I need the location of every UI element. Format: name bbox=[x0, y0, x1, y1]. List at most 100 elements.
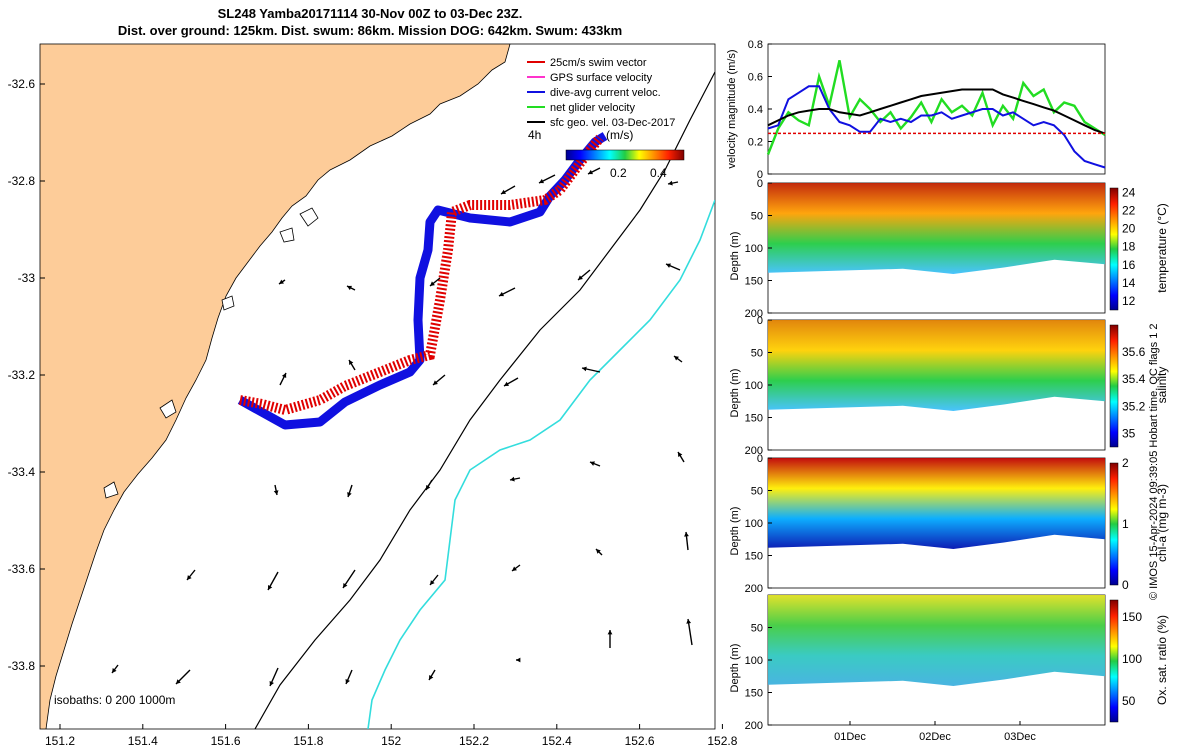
lon-tick-label: 151.2 bbox=[45, 734, 75, 748]
velocity-arrowhead bbox=[668, 180, 673, 186]
section-colorbar bbox=[1109, 324, 1119, 448]
velocity-ylabel: velocity magnitude (m/s) bbox=[726, 49, 738, 168]
velocity-arrowhead bbox=[512, 566, 517, 571]
section-ytick-label: 100 bbox=[745, 518, 763, 530]
legend-entry: GPS surface velocity bbox=[550, 72, 653, 84]
legend-entry: dive-avg current veloc. bbox=[550, 87, 661, 99]
glider-track-red bbox=[239, 134, 604, 416]
velocity-arrowhead bbox=[347, 285, 352, 291]
lon-tick-label: 152 bbox=[381, 734, 401, 748]
velocity-arrowhead bbox=[504, 381, 509, 386]
velocity-arrowhead bbox=[345, 679, 350, 684]
lat-tick-label: -33.6 bbox=[8, 562, 36, 576]
section-ctick-label: 35 bbox=[1122, 426, 1136, 440]
velocity-arrowhead bbox=[607, 630, 613, 635]
velocity-arrowhead bbox=[684, 532, 689, 537]
colorbar-prefix: 4h bbox=[528, 128, 541, 142]
section-ctick-label: 20 bbox=[1122, 222, 1136, 236]
section-data-field bbox=[768, 458, 1105, 549]
velocity-arrowhead bbox=[281, 373, 287, 378]
section-ctick-label: 12 bbox=[1122, 294, 1136, 308]
section-ytick-label: 100 bbox=[745, 655, 763, 667]
velocity-arrowhead bbox=[582, 366, 587, 372]
section-ytick-label: 200 bbox=[745, 583, 763, 595]
velocity-arrowhead bbox=[269, 681, 274, 686]
lat-tick-label: -33.2 bbox=[8, 368, 36, 382]
isobath-200m bbox=[254, 71, 715, 729]
legend-entry: 25cm/s swim vector bbox=[550, 57, 647, 69]
section-clabel: chl-a (mg m-3) bbox=[1155, 484, 1169, 562]
section-ytick-label: 50 bbox=[751, 623, 763, 635]
velocity-arrowhead bbox=[686, 619, 692, 624]
velocity-arrowhead bbox=[273, 490, 279, 495]
map-panel: 151.2 151.4 151.6 151.8 152 152.2 152.4 152.6 15… bbox=[8, 43, 738, 748]
section-clabel: Ox. sat. ratio (%) bbox=[1155, 615, 1169, 705]
section-ylabel: Depth (m) bbox=[729, 232, 741, 281]
section-ytick-label: 50 bbox=[751, 211, 763, 223]
velocity-ytick-label: 0 bbox=[757, 169, 763, 181]
lon-tick-label: 152.6 bbox=[625, 734, 655, 748]
velocity-ytick-label: 0.4 bbox=[748, 104, 763, 116]
velocity-series-line bbox=[767, 88, 1106, 135]
section-ctick-label: 1 bbox=[1122, 517, 1129, 531]
velocity-arrowhead bbox=[516, 657, 521, 663]
section-ylabel: Depth (m) bbox=[729, 369, 741, 418]
section-ytick-label: 100 bbox=[745, 243, 763, 255]
land-area bbox=[40, 44, 511, 729]
section-clabel: salinity bbox=[1155, 367, 1169, 404]
section-ctick-label: 100 bbox=[1122, 652, 1142, 666]
chart-title-line2: Dist. over ground: 125km. Dist. swum: 86… bbox=[117, 23, 623, 38]
velocity-arrowhead bbox=[430, 281, 435, 286]
velocity-arrowhead bbox=[510, 476, 515, 482]
velocity-ytick-label: 0.6 bbox=[748, 72, 763, 84]
section-ctick-label: 35.2 bbox=[1122, 399, 1146, 413]
velocity-arrowhead bbox=[674, 356, 679, 361]
velocity-arrowhead bbox=[176, 679, 181, 684]
velocity-arrowhead bbox=[349, 360, 354, 365]
lon-tick-label: 152.2 bbox=[459, 734, 489, 748]
section-ytick-label: 200 bbox=[745, 445, 763, 457]
lat-tick-label: -33.8 bbox=[8, 659, 36, 673]
chart-title-line1: SL248 Yamba20171114 30-Nov 00Z to 03-Dec… bbox=[217, 6, 523, 21]
section-ytick-label: 50 bbox=[751, 486, 763, 498]
section-colorbar bbox=[1109, 187, 1119, 311]
legend-entry: sfc geo. vel. 03-Dec-2017 bbox=[550, 117, 675, 129]
time-tick-label: 03Dec bbox=[1004, 731, 1036, 743]
velocity-series-line bbox=[767, 85, 1106, 169]
time-tick-label: 02Dec bbox=[919, 731, 951, 743]
section-ylabel: Depth (m) bbox=[729, 507, 741, 556]
section-ctick-label: 150 bbox=[1122, 610, 1142, 624]
section-ctick-label: 50 bbox=[1122, 694, 1136, 708]
velocity-arrowhead bbox=[596, 549, 601, 554]
velocity-arrowhead bbox=[433, 380, 438, 385]
section-clabel: temperature (°C) bbox=[1155, 203, 1169, 293]
section-ctick-label: 14 bbox=[1122, 276, 1136, 290]
section-ctick-label: 2 bbox=[1122, 456, 1129, 470]
geostrophic-velocity-arrows bbox=[111, 167, 693, 687]
lat-tick-label: -32.8 bbox=[8, 174, 36, 188]
section-ctick-label: 24 bbox=[1122, 186, 1136, 200]
colorbar-tick-0.4: 0.4 bbox=[650, 166, 667, 180]
lon-tick-label: 151.8 bbox=[293, 734, 323, 748]
velocity-series-line bbox=[766, 60, 1106, 155]
time-tick-label: 01Dec bbox=[834, 731, 866, 743]
section-ytick-label: 150 bbox=[745, 413, 763, 425]
velocity-arrowhead bbox=[430, 580, 435, 585]
lon-tick-label: 152.4 bbox=[542, 734, 572, 748]
section-colorbar bbox=[1109, 462, 1119, 586]
velocity-arrowhead bbox=[426, 485, 431, 490]
lon-tick-label: 152.8 bbox=[707, 734, 737, 748]
section-ctick-label: 35.6 bbox=[1122, 345, 1146, 359]
section-data-field bbox=[768, 595, 1105, 686]
glider-track-blue bbox=[237, 132, 608, 430]
section-ylabel: Depth (m) bbox=[729, 644, 741, 693]
section-data-field bbox=[768, 183, 1105, 274]
legend-entry: net glider velocity bbox=[550, 102, 635, 114]
velocity-arrowhead bbox=[279, 279, 284, 284]
section-ytick-label: 200 bbox=[745, 308, 763, 320]
velocity-arrowhead bbox=[578, 275, 583, 280]
colorbar-label: (m/s) bbox=[606, 128, 633, 142]
velocity-arrowhead bbox=[539, 178, 544, 184]
